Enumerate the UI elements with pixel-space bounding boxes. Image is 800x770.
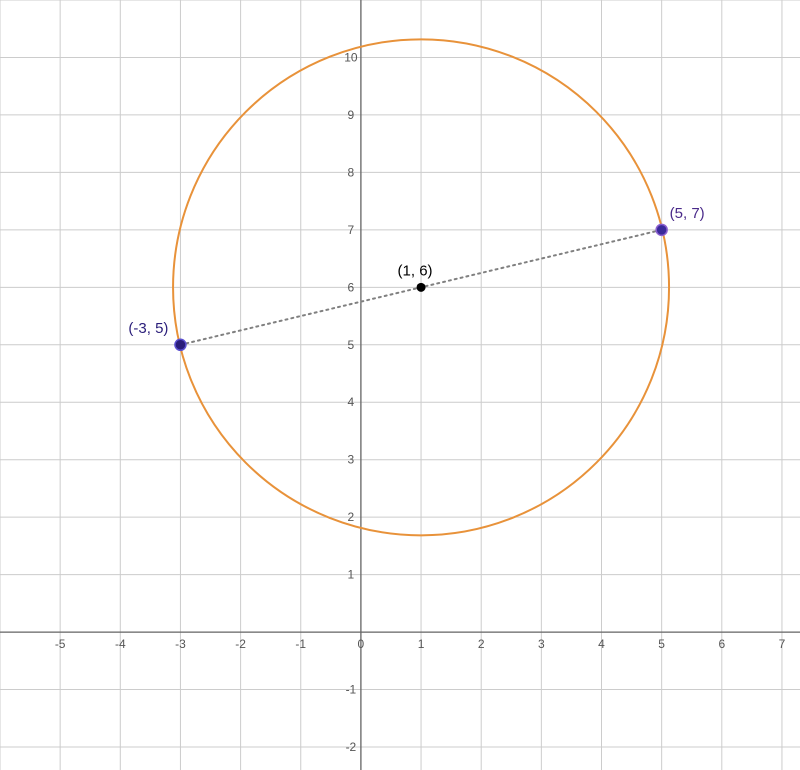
x-tick-label: 3 bbox=[538, 637, 545, 651]
y-tick-label: 8 bbox=[348, 165, 355, 179]
x-tick-label: 5 bbox=[658, 637, 665, 651]
y-tick-label: 4 bbox=[348, 395, 355, 409]
x-tick-label: -2 bbox=[235, 637, 246, 651]
y-tick-label: 9 bbox=[348, 108, 355, 122]
point-endpoint-a bbox=[175, 339, 186, 350]
grid-layer bbox=[0, 0, 800, 770]
point-endpoint-b bbox=[656, 224, 667, 235]
y-tick-label: -1 bbox=[346, 683, 357, 697]
y-tick-label: -2 bbox=[346, 740, 357, 754]
point-label-center: (1, 6) bbox=[398, 262, 433, 279]
point-label-endpoint-b: (5, 7) bbox=[670, 205, 705, 222]
y-tick-label: 10 bbox=[344, 50, 358, 64]
x-tick-label: -4 bbox=[115, 637, 126, 651]
point-label-endpoint-a: (-3, 5) bbox=[128, 320, 168, 337]
x-tick-label: -5 bbox=[55, 637, 66, 651]
y-tick-label: 6 bbox=[348, 280, 355, 294]
x-tick-label: 0 bbox=[358, 637, 365, 651]
x-tick-label: 7 bbox=[779, 637, 786, 651]
x-tick-label: 6 bbox=[718, 637, 725, 651]
x-tick-label: -1 bbox=[295, 637, 306, 651]
coordinate-plane: -5 -4 -3 -2 -1 0 1 2 3 4 5 6 7 -2 -1 1 2 3 4 5 6 7 8 9 10 (-3, 5… bbox=[0, 0, 800, 770]
x-tick-label: 2 bbox=[478, 637, 485, 651]
y-tick-label: 3 bbox=[348, 453, 355, 467]
y-tick-label: 2 bbox=[348, 510, 355, 524]
y-tick-label: 1 bbox=[348, 568, 355, 582]
x-tick-label: 4 bbox=[598, 637, 605, 651]
point-center bbox=[417, 283, 426, 292]
x-tick-label: 1 bbox=[418, 637, 425, 651]
y-tick-label: 5 bbox=[348, 338, 355, 352]
x-tick-label: -3 bbox=[175, 637, 186, 651]
y-tick-label: 7 bbox=[348, 223, 355, 237]
points-layer: (-3, 5) (1, 6) (5, 7) bbox=[128, 205, 704, 350]
